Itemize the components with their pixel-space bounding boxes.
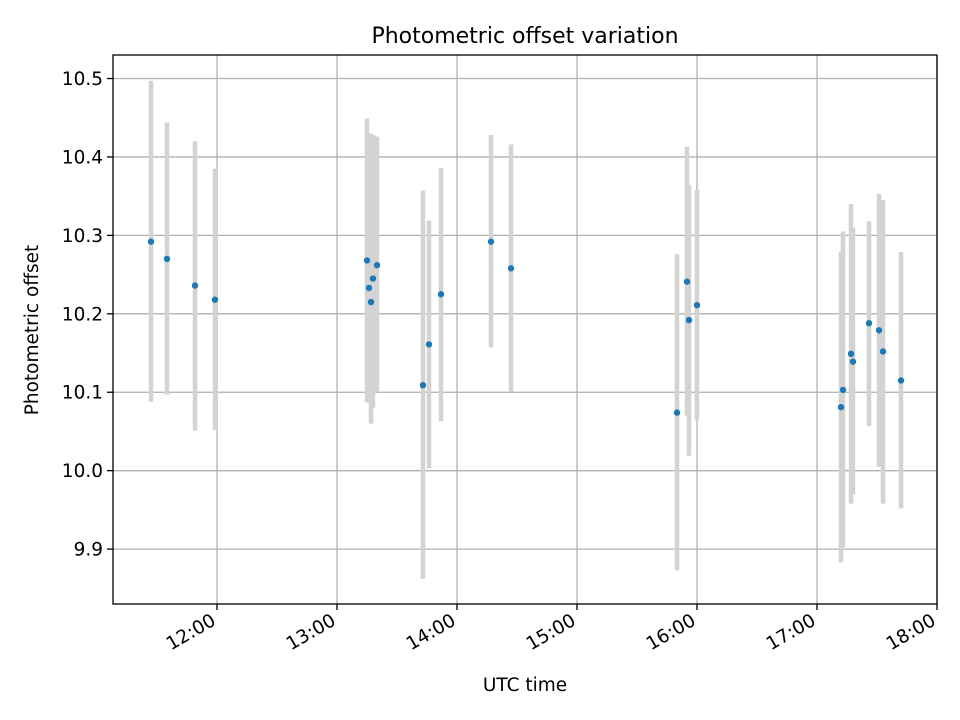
- data-point: [487, 238, 495, 245]
- y-tick-label: 10.0: [62, 461, 103, 482]
- data-point: [849, 358, 857, 365]
- y-tick-label: 10.1: [62, 383, 103, 404]
- data-point: [897, 377, 905, 384]
- data-point: [419, 381, 427, 389]
- data-point: [683, 278, 691, 285]
- data-point: [425, 341, 433, 348]
- y-tick-label: 10.2: [62, 304, 103, 325]
- data-point: [847, 350, 855, 358]
- data-point: [673, 409, 681, 416]
- data-point: [875, 327, 883, 334]
- data-point: [147, 238, 155, 245]
- data-point: [839, 386, 847, 394]
- data-point: [369, 275, 377, 282]
- data-point: [367, 298, 375, 306]
- y-tick-label: 9.9: [74, 540, 103, 561]
- plot-frame: [112, 54, 938, 605]
- y-axis-ticks: 9.9 10.0 10.1 10.2 10.3 10.4 10.5: [62, 69, 113, 561]
- x-axis-label: UTC time: [483, 675, 567, 696]
- data-point: [507, 265, 515, 272]
- data-point: [363, 257, 371, 264]
- data-point: [865, 320, 873, 327]
- data-point: [693, 301, 701, 309]
- data-point: [365, 284, 373, 292]
- y-axis-label: Photometric offset: [22, 245, 43, 416]
- y-tick-label: 10.4: [62, 147, 103, 168]
- data-point: [437, 291, 445, 298]
- data-point: [685, 316, 693, 324]
- data-point: [879, 348, 887, 355]
- chart-title: Photometric offset variation: [371, 24, 678, 49]
- data-point: [373, 261, 381, 269]
- y-tick-label: 10.3: [62, 226, 103, 247]
- data-point: [211, 296, 219, 303]
- data-point: [163, 255, 171, 263]
- data-point: [837, 403, 845, 411]
- y-tick-label: 10.5: [62, 69, 103, 90]
- data-point: [191, 282, 199, 289]
- data-points: [147, 238, 905, 416]
